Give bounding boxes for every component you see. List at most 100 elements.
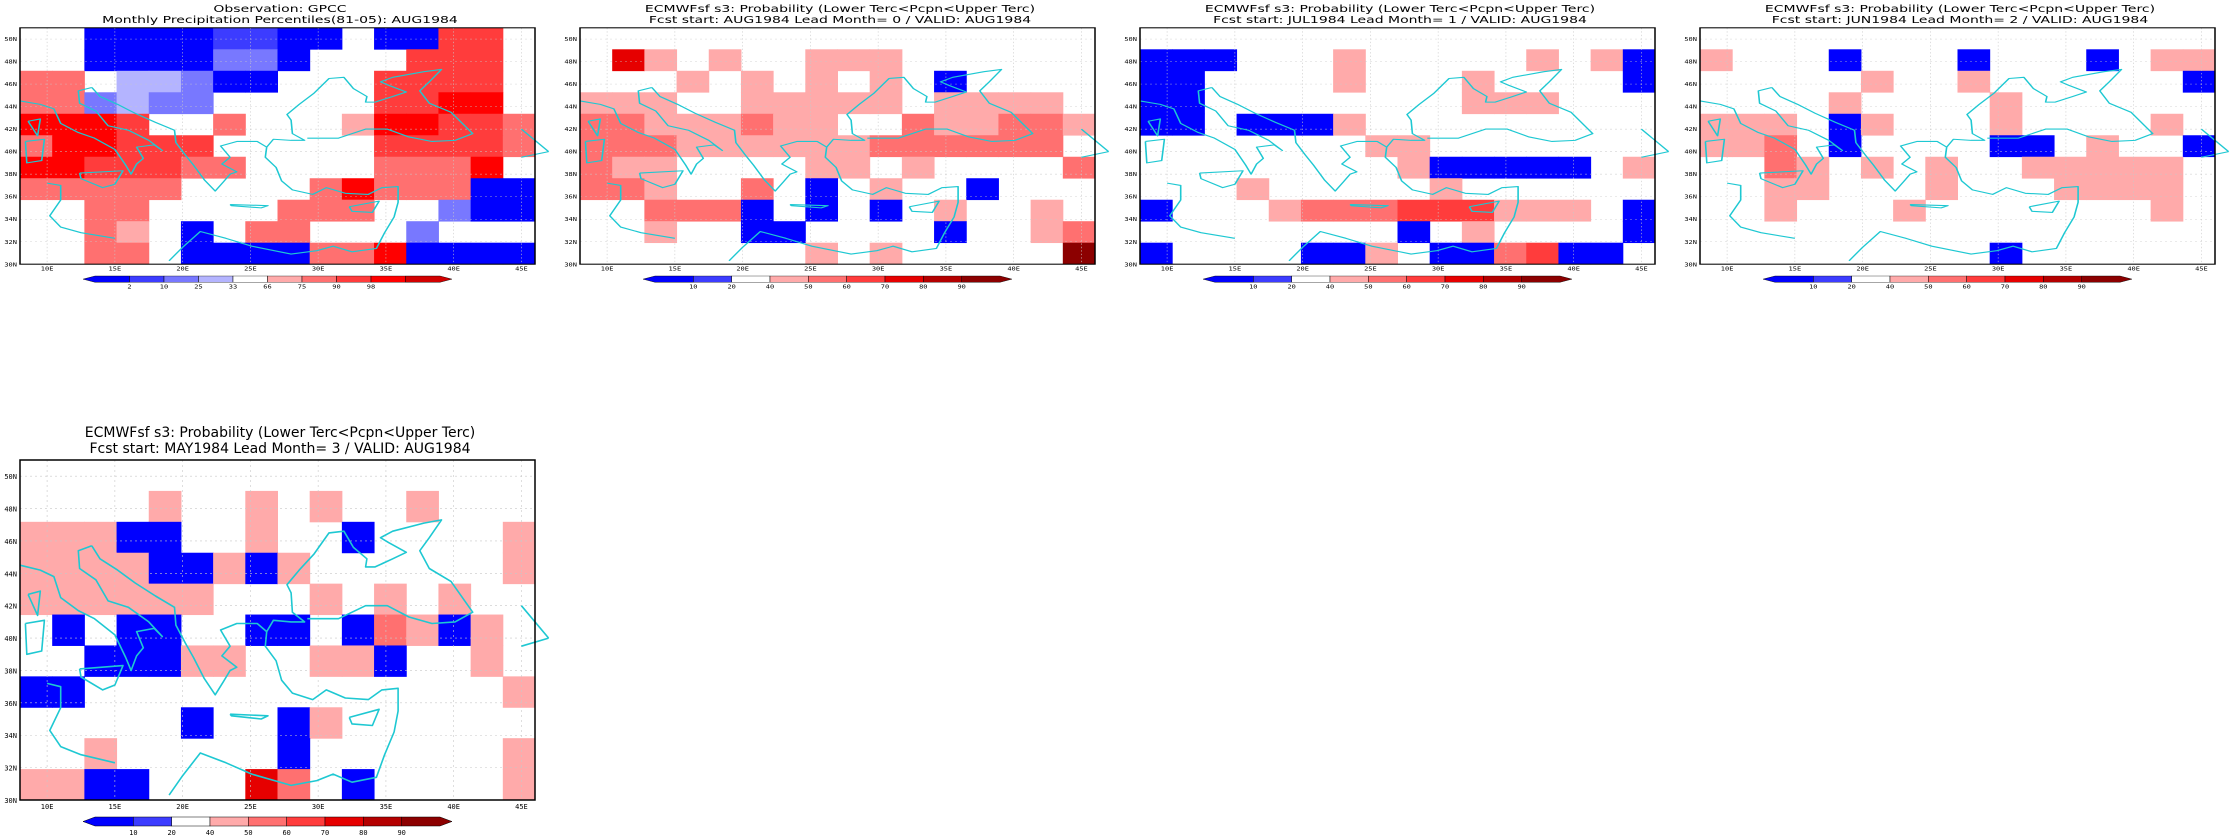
data-cell — [1461, 70, 1495, 93]
data-cell — [644, 156, 678, 179]
lon-tick-label: 15E — [669, 266, 682, 272]
lat-tick-label: 48N — [1124, 60, 1137, 66]
data-cell — [341, 645, 375, 677]
data-cell — [934, 92, 967, 115]
data-cell — [148, 521, 182, 554]
data-cell — [84, 521, 118, 554]
data-cell — [1558, 156, 1592, 179]
lat-tick-label: 40N — [1684, 150, 1697, 156]
data-cell — [438, 70, 472, 93]
colorbar-segment — [82, 816, 134, 827]
data-cell — [374, 156, 407, 179]
colorbar-segment — [1406, 275, 1446, 283]
colorbar-segment — [1368, 275, 1407, 283]
colorbar-segment — [2004, 275, 2044, 283]
coastlines — [1139, 68, 1670, 262]
lat-tick-label: 44N — [564, 105, 577, 111]
colorbar-segment — [1329, 275, 1369, 283]
colorbar-segment — [2081, 275, 2133, 283]
lat-tick-label: 44N — [4, 570, 17, 578]
data-cell — [374, 27, 407, 50]
data-cell — [1494, 92, 1527, 115]
data-cell — [277, 49, 311, 72]
lat-tick-label: 48N — [4, 506, 17, 514]
colorbar-segment — [405, 275, 453, 283]
data-cell — [1526, 92, 1559, 115]
colorbar-segment — [1928, 275, 1967, 283]
lon-tick-label: 35E — [2060, 266, 2073, 272]
lat-tick-label: 34N — [4, 217, 17, 223]
data-cell — [1300, 242, 1334, 265]
data-cell — [1461, 221, 1495, 244]
data-cell — [644, 199, 678, 222]
colorbar-label: 60 — [1402, 284, 1411, 290]
coastline — [266, 68, 474, 148]
map-frame — [19, 459, 536, 801]
lat-tick-label: 46N — [564, 82, 577, 88]
panel-subtitle: Fcst start: MAY1984 Lead Month= 3 / VALI… — [89, 441, 470, 457]
data-cell — [502, 199, 536, 222]
lon-tick-label: 25E — [804, 266, 817, 272]
lat-tick-label: 48N — [564, 60, 577, 66]
colorbar-label: 90 — [2077, 284, 2086, 290]
lon-tick-label: 15E — [109, 803, 122, 811]
data-cell — [1397, 156, 1431, 179]
data-cell — [52, 521, 85, 554]
data-cell — [740, 113, 774, 136]
data-cell — [1828, 92, 1862, 115]
data-cell — [934, 199, 967, 222]
colorbar-label: 75 — [298, 284, 307, 290]
coastline — [1699, 86, 1844, 175]
data-cell — [309, 27, 343, 50]
data-cell — [277, 614, 311, 646]
data-cell — [213, 49, 246, 72]
data-cell — [52, 92, 85, 115]
lon-tick-label: 40E — [1007, 266, 1020, 272]
lat-tick-label: 38N — [1124, 172, 1137, 178]
lon-tick-label: 45E — [2195, 266, 2208, 272]
data-cell — [869, 242, 903, 265]
panel-lead2: ECMWFsf s3: Probability (Lower Terc<Pcpn… — [1680, 0, 2240, 292]
panel-title: ECMWFsf s3: Probability (Lower Terc<Pcpn… — [645, 3, 1035, 14]
data-cell — [406, 242, 439, 265]
data-cell — [2150, 156, 2184, 179]
coastline — [1848, 147, 2079, 262]
data-cell — [612, 178, 645, 201]
coastline — [1198, 170, 1244, 189]
colorbar-segment — [248, 816, 287, 827]
colorbar-segment — [1851, 275, 1891, 283]
coastline — [2028, 200, 2060, 213]
data-cell — [406, 70, 439, 93]
data-cell — [1300, 113, 1334, 136]
lon-tick-label: 10E — [41, 803, 54, 811]
data-cell — [470, 113, 504, 136]
data-cell — [966, 113, 999, 136]
panel-title: ECMWFsf s3: Probability (Lower Terc<Pcpn… — [1765, 3, 2155, 14]
data-cell — [406, 178, 439, 201]
data-cell — [1828, 49, 1862, 72]
data-cell — [2086, 135, 2119, 158]
colorbar-label: 25 — [194, 284, 203, 290]
lat-tick-label: 34N — [1684, 217, 1697, 223]
data-cell — [612, 135, 645, 158]
data-cell — [1828, 135, 1862, 158]
colorbar-segment — [693, 275, 732, 283]
data-cell — [1062, 156, 1096, 179]
lon-tick-label: 30E — [1992, 266, 2005, 272]
lat-tick-label: 36N — [564, 195, 577, 201]
data-cell — [1172, 70, 1205, 93]
data-cell — [20, 135, 53, 158]
data-cell — [438, 199, 472, 222]
lon-tick-label: 40E — [447, 266, 460, 272]
data-cell — [1700, 49, 1733, 72]
lon-tick-label: 20E — [176, 803, 189, 811]
lat-tick-label: 32N — [1124, 240, 1137, 246]
data-cell — [406, 221, 439, 244]
data-cell — [580, 178, 613, 201]
lat-tick-label: 40N — [564, 150, 577, 156]
colorbar-segment — [642, 275, 694, 283]
data-cell — [502, 242, 536, 265]
colorbar-label: 2 — [127, 284, 132, 290]
colorbar-segment — [133, 816, 172, 827]
colorbar-segment — [401, 816, 453, 827]
